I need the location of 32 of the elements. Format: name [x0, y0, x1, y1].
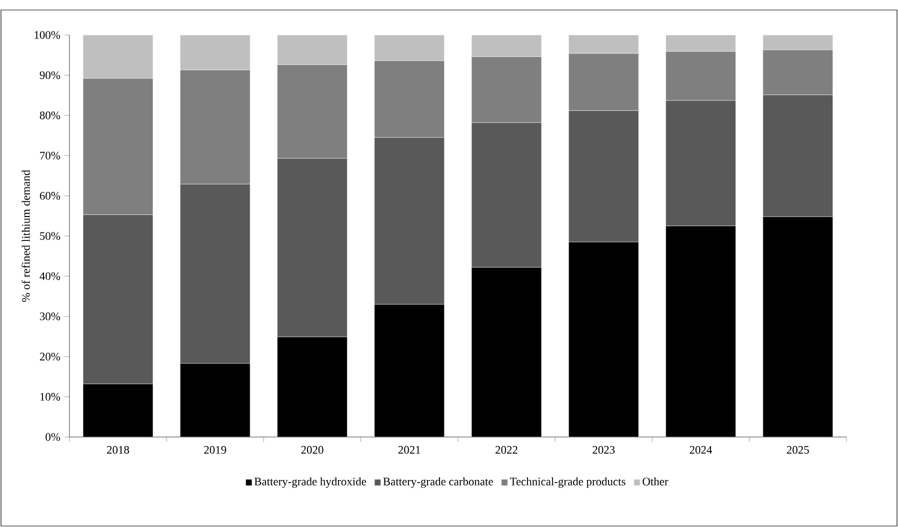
y-tick-label: 30% [40, 312, 60, 320]
bar [180, 34, 250, 70]
y-tick-label: 50% [40, 232, 60, 240]
y-tick-label: 90% [40, 71, 60, 80]
y-tick-label: 60% [40, 192, 60, 200]
bar [374, 34, 444, 61]
y-tick-label: 40% [40, 272, 60, 280]
x-tick-label: 2019 [204, 446, 226, 454]
x-tick-label: 2024 [690, 446, 712, 454]
x-tick-label: 2022 [496, 446, 518, 454]
legend-label: Technical-grade products [510, 477, 626, 488]
y-tick-label: 20% [40, 352, 60, 360]
bar [666, 34, 736, 52]
x-tick-label: 2020 [301, 446, 324, 454]
bar [568, 34, 639, 54]
legend-label: Battery-grade carbonate [383, 477, 493, 488]
bar [277, 34, 348, 65]
bar [471, 34, 542, 57]
legend-label: Battery-grade hydroxide [254, 477, 366, 488]
y-tick-label: 10% [40, 392, 60, 401]
x-tick-label: 2018 [107, 446, 130, 454]
x-tick-label: 2021 [398, 446, 420, 454]
y-tick-label: 70% [40, 152, 60, 160]
y-tick-label: 100% [34, 31, 60, 39]
x-tick-label: 2025 [786, 446, 809, 454]
bar [82, 34, 154, 79]
y-tick-label: 80% [40, 112, 60, 120]
bar [762, 34, 833, 50]
legend-label: Other [642, 477, 668, 486]
x-tick-label: 2023 [592, 446, 615, 454]
y-tick-label: 0% [46, 433, 60, 441]
y-axis-title: % of refined lithium demand [22, 170, 30, 302]
